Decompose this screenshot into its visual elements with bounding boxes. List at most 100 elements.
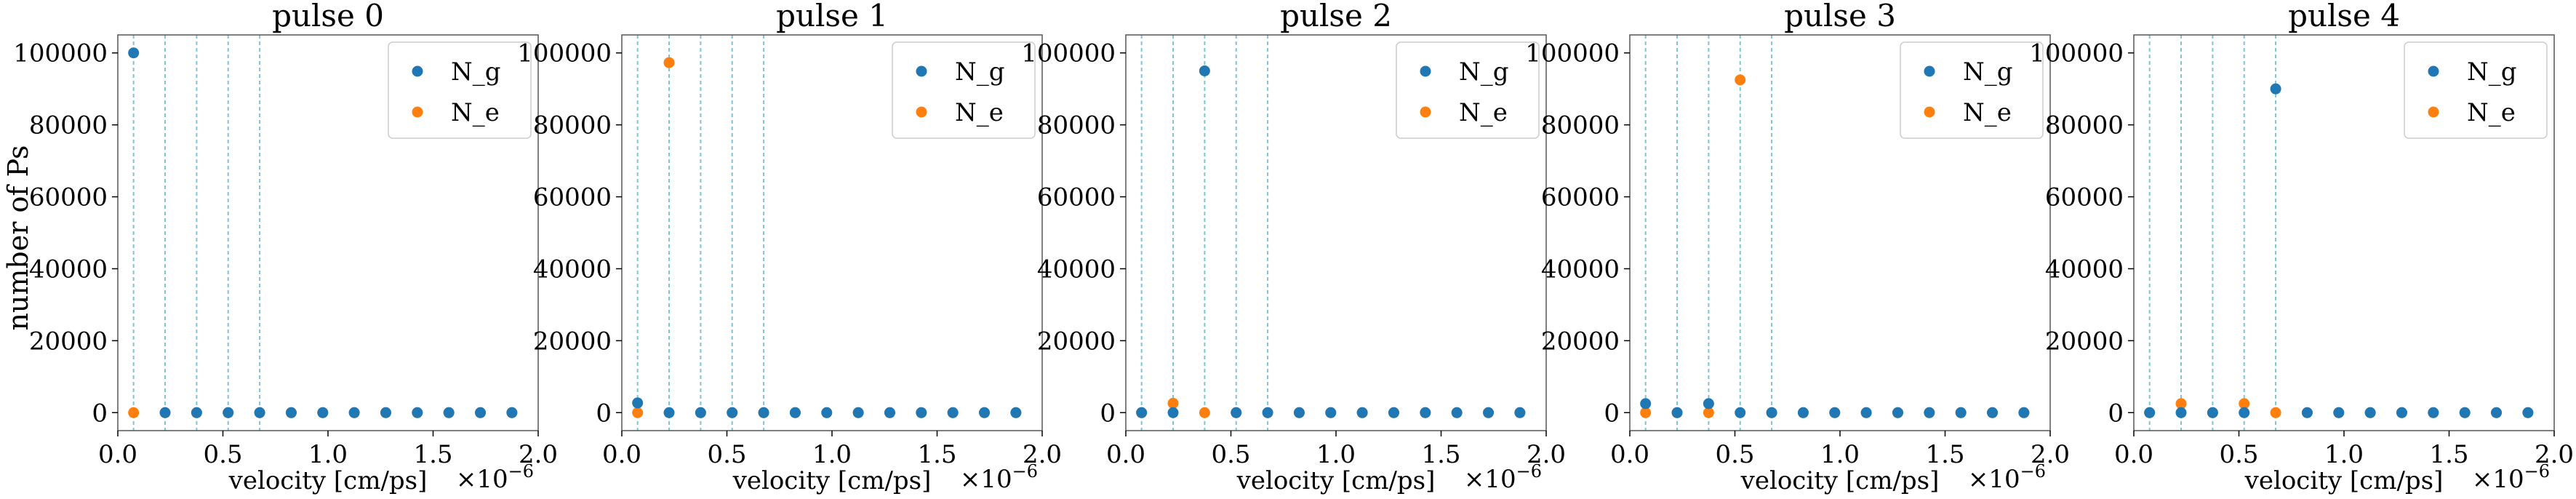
data-point-n-g	[2239, 407, 2250, 418]
y-tick-label: 20000	[29, 327, 108, 356]
y-tick-label: 100000	[517, 39, 612, 68]
data-point-n-e	[2175, 398, 2187, 410]
legend-label: N_g	[1963, 57, 2013, 87]
data-point-n-g	[2522, 407, 2534, 418]
x-scale-factor: ×10−6	[2472, 461, 2550, 494]
y-tick-label: 40000	[2045, 255, 2124, 284]
data-point-n-g	[2428, 407, 2439, 418]
data-point-n-g	[979, 407, 991, 418]
panels: pulse 0 0 20000 40000 60000 80000 100000 0.0 0.5…	[13, 0, 2574, 495]
legend-marker	[2428, 65, 2439, 77]
x-axis-label: velocity [cm/ps]	[1236, 466, 1436, 495]
data-point-n-g	[1860, 407, 1872, 418]
data-point-n-g	[2207, 407, 2218, 418]
legend-marker	[2428, 106, 2439, 118]
x-tick-label: 0.5	[1211, 440, 1250, 469]
data-point-n-g	[2459, 407, 2471, 418]
legend-marker	[412, 65, 423, 77]
y-tick-label: 20000	[1541, 327, 1620, 356]
panel-title: pulse 4	[2288, 0, 2400, 33]
data-point-n-e	[1735, 74, 1746, 86]
x-tick-label: 2.0	[1527, 440, 1566, 469]
y-tick-label: 40000	[29, 255, 108, 284]
legend-box	[1900, 41, 2044, 139]
data-point-n-g	[475, 407, 487, 418]
data-point-n-g	[1199, 65, 1210, 76]
data-point-n-g	[317, 407, 329, 418]
data-point-n-g	[1671, 407, 1683, 418]
x-tick-label: 1.5	[413, 440, 452, 469]
x-tick-label: 0.5	[203, 440, 242, 469]
y-tick-label: 20000	[2045, 327, 2124, 356]
data-point-n-g	[2144, 407, 2156, 418]
legend-marker	[1420, 106, 1431, 118]
data-point-n-g	[1167, 407, 1179, 418]
data-point-n-g	[758, 407, 769, 418]
y-tick-label: 40000	[1037, 255, 1116, 284]
data-point-n-g	[2270, 83, 2281, 95]
x-scale-factor: ×10−6	[456, 461, 534, 494]
y-tick-label: 0	[1100, 399, 1116, 428]
x-tick-label: 2.0	[2535, 440, 2574, 469]
y-tick-label: 0	[92, 399, 108, 428]
data-point-n-g	[348, 407, 360, 418]
data-point-n-g	[1388, 407, 1399, 418]
legend-label: N_e	[955, 98, 1004, 127]
data-point-n-g	[506, 407, 518, 418]
data-point-n-g	[1703, 398, 1714, 410]
data-point-n-g	[1829, 407, 1841, 418]
legend-marker	[1420, 65, 1431, 77]
legend-label: N_e	[451, 98, 500, 127]
data-point-n-g	[223, 407, 234, 418]
x-axis-label: velocity [cm/ps]	[228, 466, 428, 495]
data-point-n-g	[2018, 407, 2030, 418]
x-tick-label: 0.5	[2219, 440, 2258, 469]
legend-label: N_e	[2467, 98, 2516, 127]
figure-ylabel: number of Ps	[2, 145, 34, 330]
y-tick-label: 80000	[1541, 111, 1620, 140]
y-tick-label: 60000	[29, 183, 108, 212]
y-tick-label: 100000	[1525, 39, 1620, 68]
panel-title: pulse 3	[1784, 0, 1896, 33]
legend-label: N_e	[1459, 98, 1508, 127]
y-tick-label: 60000	[2045, 183, 2124, 212]
data-point-n-g	[1640, 398, 1652, 410]
panel-4: pulse 4 0 20000 40000 60000 80000 100000 0.0 0.5…	[2029, 0, 2574, 495]
data-point-n-g	[1356, 407, 1368, 418]
legend-label: N_g	[955, 57, 1005, 87]
data-point-n-e	[1199, 407, 1210, 418]
x-tick-label: 2.0	[2031, 440, 2070, 469]
data-point-n-g	[1987, 407, 1999, 418]
data-point-n-g	[1136, 407, 1148, 418]
y-tick-label: 80000	[2045, 111, 2124, 140]
y-tick-label: 80000	[29, 111, 108, 140]
data-point-n-g	[1766, 407, 1777, 418]
data-point-n-e	[2270, 407, 2281, 418]
panel-3: pulse 3 0 20000 40000 60000 80000 100000 0.0 0.5…	[1525, 0, 2070, 495]
legend-box	[2404, 41, 2548, 139]
x-axis-label: velocity [cm/ps]	[2244, 466, 2444, 495]
legend-box	[892, 41, 1036, 139]
y-tick-label: 60000	[1037, 183, 1116, 212]
x-tick-label: 1.5	[1925, 440, 1964, 469]
y-tick-label: 100000	[1021, 39, 1116, 68]
y-tick-label: 40000	[533, 255, 612, 284]
x-axis-label: velocity [cm/ps]	[732, 466, 932, 495]
legend-marker	[916, 106, 927, 118]
data-point-n-g	[916, 407, 927, 418]
data-point-n-g	[821, 407, 833, 418]
panel-1: pulse 1 0 20000 40000 60000 80000 100000 0.0 0.5…	[517, 0, 1062, 495]
data-point-n-e	[1640, 407, 1652, 418]
y-tick-label: 80000	[1037, 111, 1116, 140]
data-point-n-g	[2396, 407, 2407, 418]
legend-marker	[1924, 65, 1935, 77]
data-point-n-e	[128, 407, 140, 418]
legend-label: N_e	[1963, 98, 2012, 127]
legend-marker	[916, 65, 927, 77]
legend-box	[388, 41, 532, 139]
data-point-n-g	[1924, 407, 1935, 418]
legend-label: N_g	[2467, 57, 2517, 87]
x-tick-label: 0.5	[1715, 440, 1754, 469]
x-tick-label: 1.0	[1316, 440, 1356, 469]
y-tick-label: 60000	[533, 183, 612, 212]
